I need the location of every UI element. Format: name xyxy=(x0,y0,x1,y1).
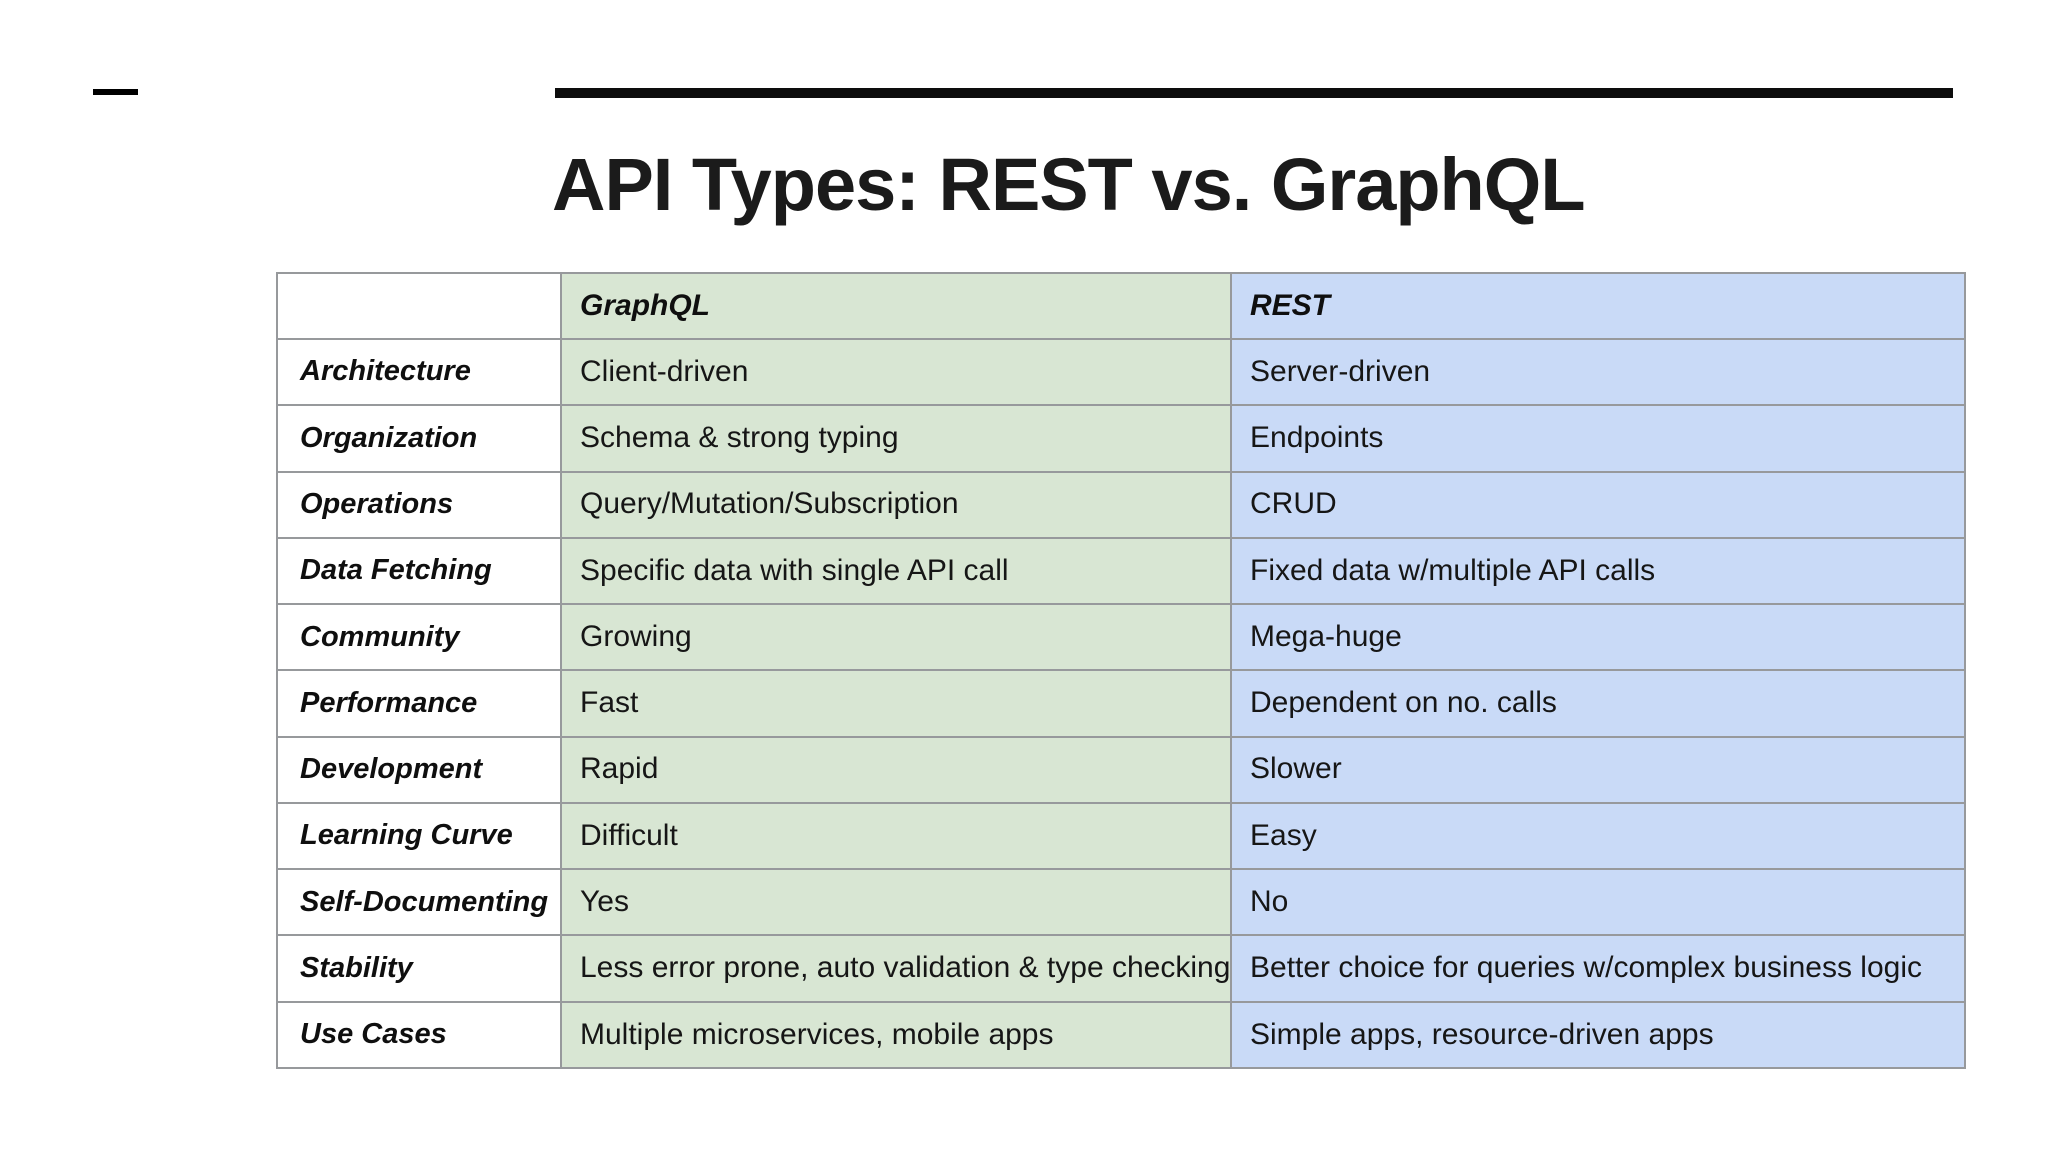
graphql-cell: Query/Mutation/Subscription xyxy=(560,470,1232,539)
graphql-cell: Growing xyxy=(560,603,1232,672)
rest-cell: Endpoints xyxy=(1230,404,1966,473)
decor-dash xyxy=(93,89,138,95)
row-label: Stability xyxy=(276,934,562,1003)
graphql-cell: Schema & strong typing xyxy=(560,404,1232,473)
header-empty-cell xyxy=(276,272,562,340)
table-row: Data Fetching Specific data with single A… xyxy=(276,536,1966,606)
rest-cell: Better choice for queries w/complex busi… xyxy=(1230,934,1966,1003)
table-row: Operations Query/Mutation/Subscription CRU… xyxy=(276,470,1966,539)
rest-cell: CRUD xyxy=(1230,470,1966,539)
graphql-cell: Multiple microservices, mobile apps xyxy=(560,1000,1232,1070)
graphql-cell: Rapid xyxy=(560,735,1232,804)
comparison-table: GraphQL REST Architecture Client-driven Se… xyxy=(276,272,1966,1070)
row-label: Self-Documenting xyxy=(276,868,562,937)
rest-cell: Server-driven xyxy=(1230,337,1966,407)
rest-cell: Simple apps, resource-driven apps xyxy=(1230,1000,1966,1070)
table-row: Architecture Client-driven Server-driven xyxy=(276,337,1966,407)
page-title: API Types: REST vs. GraphQL xyxy=(552,143,1586,226)
rest-cell: Fixed data w/multiple API calls xyxy=(1230,536,1966,606)
row-label: Use Cases xyxy=(276,1000,562,1070)
row-label: Operations xyxy=(276,470,562,539)
rest-cell: Easy xyxy=(1230,801,1966,871)
row-label: Data Fetching xyxy=(276,536,562,606)
table-row: Learning Curve Difficult Easy xyxy=(276,801,1966,871)
comparison-table-body: Architecture Client-driven Server-driven Or… xyxy=(276,337,1966,1070)
graphql-cell: Yes xyxy=(560,868,1232,937)
decor-top-rule xyxy=(555,88,1953,98)
header-rest: REST xyxy=(1230,272,1966,340)
graphql-cell: Fast xyxy=(560,669,1232,738)
table-row: Community Growing Mega-huge xyxy=(276,603,1966,672)
table-row: Development Rapid Slower xyxy=(276,735,1966,804)
table-row: Performance Fast Dependent on no. calls xyxy=(276,669,1966,738)
graphql-cell: Client-driven xyxy=(560,337,1232,407)
rest-cell: No xyxy=(1230,868,1966,937)
rest-cell: Slower xyxy=(1230,735,1966,804)
row-label: Performance xyxy=(276,669,562,738)
table-row: Stability Less error prone, auto validati… xyxy=(276,934,1966,1003)
header-graphql: GraphQL xyxy=(560,272,1232,340)
graphql-cell: Less error prone, auto validation & type… xyxy=(560,934,1232,1003)
graphql-cell: Specific data with single API call xyxy=(560,536,1232,606)
row-label: Community xyxy=(276,603,562,672)
graphql-cell: Difficult xyxy=(560,801,1232,871)
rest-cell: Mega-huge xyxy=(1230,603,1966,672)
table-row: Self-Documenting Yes No xyxy=(276,868,1966,937)
row-label: Architecture xyxy=(276,337,562,407)
table-row: Organization Schema & strong typing Endpoi… xyxy=(276,404,1966,473)
table-row: Use Cases Multiple microservices, mobile … xyxy=(276,1000,1966,1070)
row-label: Organization xyxy=(276,404,562,473)
row-label: Development xyxy=(276,735,562,804)
rest-cell: Dependent on no. calls xyxy=(1230,669,1966,738)
table-header-row: GraphQL REST xyxy=(276,272,1966,340)
row-label: Learning Curve xyxy=(276,801,562,871)
